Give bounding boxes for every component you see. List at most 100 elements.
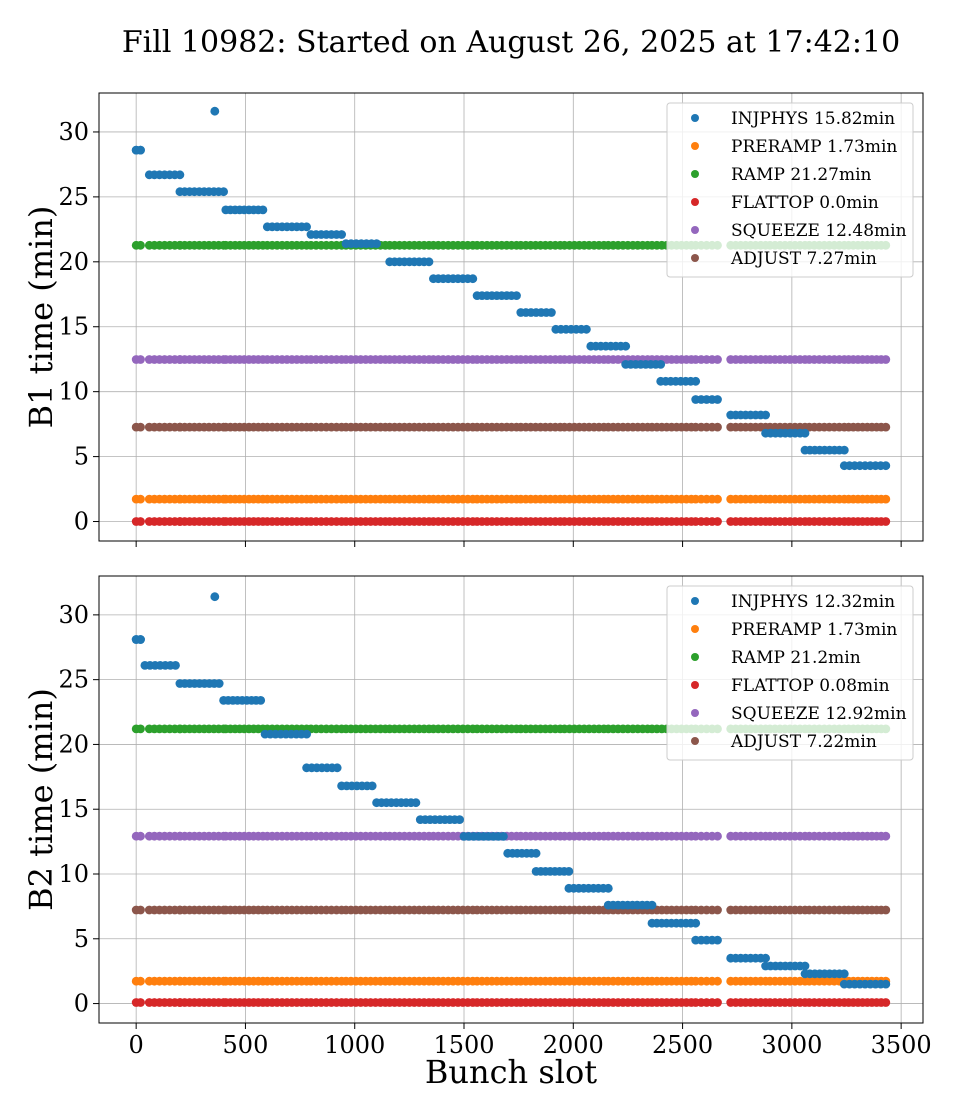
point-injphys <box>214 679 224 688</box>
x-tick-label: 1000 <box>324 1031 385 1059</box>
x-tick-label: 2500 <box>652 1031 713 1059</box>
x-tick-label: 500 <box>223 1031 269 1059</box>
point-injphys <box>564 867 574 876</box>
point-injphys <box>302 729 311 739</box>
axis-ticks: 0 500 1000 1500 2000 2500 3000 3500 0 5 10 15 20 25 30 <box>58 601 931 1059</box>
plot-frame <box>98 92 924 542</box>
point-injphys <box>367 781 377 791</box>
point-flattop <box>881 998 891 1007</box>
y-tick-label: 5 <box>74 443 89 471</box>
point-ramp <box>136 240 145 250</box>
point-injphys <box>512 291 521 300</box>
point-injphys <box>531 848 541 858</box>
y-tick-label: 30 <box>58 601 89 629</box>
y-tick-label: 5 <box>74 925 89 953</box>
point-squeeze <box>881 831 891 841</box>
b1-panel: 0 5 10 15 20 25 30 B1 time (min) INJPHYS 15.82mi… <box>22 92 924 547</box>
legend-marker <box>691 709 699 717</box>
y-tick-label: 15 <box>58 795 89 823</box>
y-tick-label: 20 <box>58 730 89 758</box>
legend-marker <box>691 226 699 234</box>
point-flattop <box>136 517 145 526</box>
legend-box <box>666 102 914 278</box>
point-injphys <box>136 145 145 155</box>
x-tick-label: 2000 <box>543 1031 604 1059</box>
point-injphys <box>621 341 631 351</box>
legend-marker <box>691 737 699 745</box>
x-tick-label: 0 <box>129 1031 144 1059</box>
point-flattop <box>136 998 145 1007</box>
b2-panel: 0 500 1000 1500 2000 2500 3000 3500 0 5 10 15 20 25 30… <box>22 575 932 1091</box>
point-injphys <box>372 239 381 249</box>
legend-marker <box>691 198 699 206</box>
legend-entry: ADJUST 7.27min <box>730 249 877 269</box>
point-injphys <box>468 274 478 284</box>
point-injphys <box>603 883 613 893</box>
point-adjust <box>713 422 722 432</box>
point-injphys <box>800 961 810 971</box>
x-tick-label: 1500 <box>433 1031 494 1059</box>
y-tick-label: 0 <box>74 508 89 536</box>
data-points <box>131 592 891 1007</box>
legend-entry: SQUEEZE 12.48min <box>731 221 907 241</box>
y-tick-label: 20 <box>58 248 89 276</box>
legend-entry: FLATTOP 0.0min <box>731 193 879 213</box>
point-flattop <box>713 998 722 1007</box>
point-injphys <box>256 696 266 705</box>
point-preramp <box>136 976 145 986</box>
point-preramp <box>881 494 891 504</box>
point-injphys <box>332 763 342 773</box>
point-injphys <box>839 445 849 455</box>
data-points <box>131 106 891 526</box>
point-squeeze <box>136 355 145 364</box>
legend-entry: SQUEEZE 12.92min <box>731 704 907 724</box>
y-tick-label: 10 <box>58 860 89 888</box>
point-injphys <box>761 953 770 963</box>
point-squeeze <box>881 355 891 364</box>
legend-marker <box>691 681 699 689</box>
point-ramp <box>136 724 145 734</box>
point-injphys <box>337 230 346 239</box>
point-injphys <box>547 308 556 317</box>
legend-entry: RAMP 21.27min <box>731 165 872 185</box>
point-injphys <box>761 410 770 420</box>
legend-marker <box>691 653 699 661</box>
legend-entry: INJPHYS 15.82min <box>731 109 895 129</box>
y-tick-label: 30 <box>58 118 89 146</box>
figure-title: Fill 10982: Started on August 26, 2025 a… <box>122 25 900 60</box>
point-squeeze <box>713 355 722 364</box>
point-injphys <box>713 935 722 945</box>
point-adjust <box>136 905 145 915</box>
point-adjust <box>881 905 891 915</box>
point-injphys <box>691 376 701 386</box>
point-injphys <box>219 187 229 197</box>
legend-marker <box>691 170 699 178</box>
legend-marker <box>691 625 699 633</box>
point-adjust <box>713 905 722 915</box>
point-injphys <box>455 815 464 824</box>
point-injphys <box>258 205 268 215</box>
point-injphys <box>800 428 810 438</box>
point-adjust <box>881 422 891 432</box>
legend-entry: INJPHYS 12.32min <box>731 592 895 612</box>
x-tick-label: 3000 <box>761 1031 822 1059</box>
point-injphys <box>881 979 891 989</box>
point-preramp <box>713 494 722 504</box>
point-injphys <box>171 661 180 670</box>
axis-ticks: 0 5 10 15 20 25 30 <box>58 118 902 547</box>
point-injphys <box>713 395 722 404</box>
x-axis-label: Bunch slot <box>425 1053 597 1091</box>
point-injphys <box>499 832 508 841</box>
point-injphys <box>175 170 185 180</box>
point-injphys <box>302 222 311 232</box>
y-axis-label: B2 time (min) <box>22 688 60 911</box>
point-squeeze <box>136 831 145 841</box>
y-tick-label: 10 <box>58 378 89 406</box>
point-preramp <box>136 494 145 504</box>
point-injphys <box>881 461 891 471</box>
point-preramp <box>713 976 722 986</box>
point-injphys <box>839 969 849 979</box>
y-tick-label: 15 <box>58 313 89 341</box>
legend-box <box>666 585 914 761</box>
